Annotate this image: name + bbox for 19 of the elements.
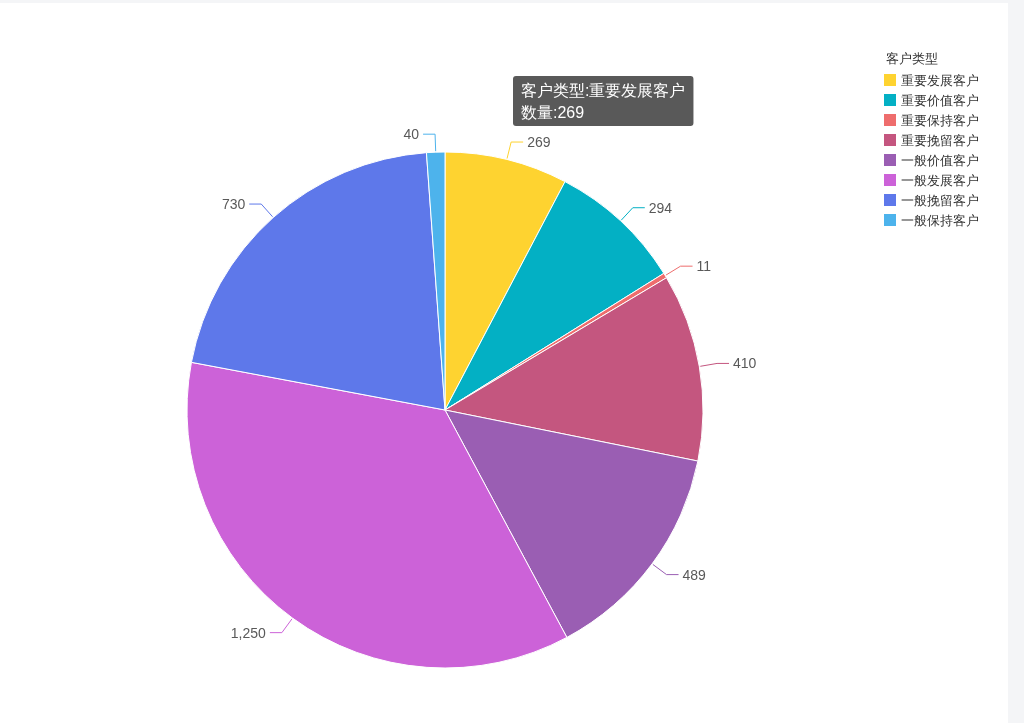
data-label: 11 <box>696 258 712 275</box>
data-label: 40 <box>403 126 420 143</box>
legend-label: 重要保持客户 <box>901 112 979 128</box>
legend-label: 重要价值客户 <box>901 92 979 108</box>
legend-label: 一般发展客户 <box>901 172 979 188</box>
legend-label: 重要发展客户 <box>901 72 979 88</box>
text: 数量:269 <box>521 103 585 121</box>
legend-title: 客户类型 <box>886 50 938 66</box>
data-label: 410 <box>733 355 757 372</box>
legend-label: 一般挽留客户 <box>901 192 979 208</box>
data-label: 1,250 <box>230 624 267 641</box>
data-label: 294 <box>648 199 673 216</box>
legend-label: 一般保持客户 <box>901 212 979 228</box>
text: 客户类型:重要发展客户 <box>521 81 686 99</box>
data-label: 269 <box>527 134 551 151</box>
legend-label: 重要挽留客户 <box>901 132 979 148</box>
data-label: 730 <box>221 196 246 213</box>
data-label: 489 <box>682 566 707 583</box>
legend-label: 一般价值客户 <box>901 152 979 168</box>
